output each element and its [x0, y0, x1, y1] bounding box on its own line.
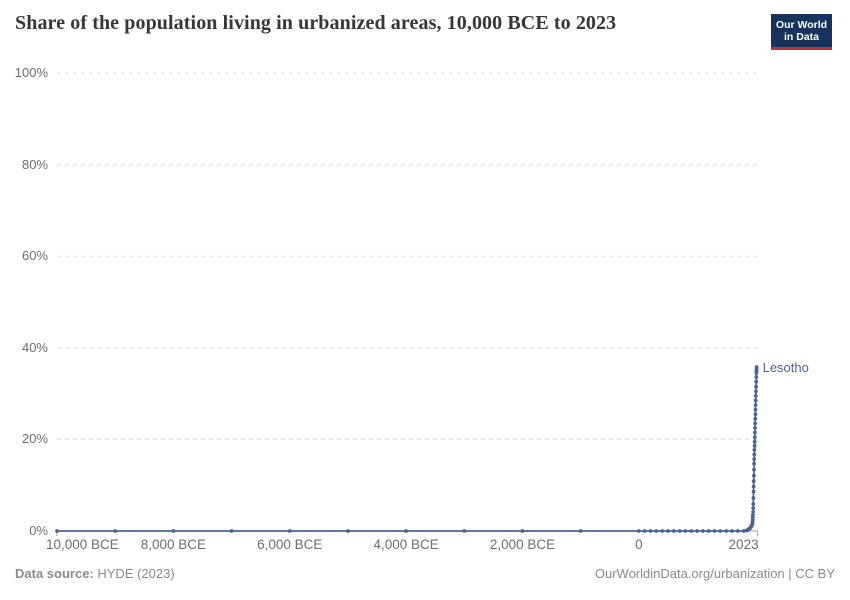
y-tick-label-60: 60% [21, 248, 48, 264]
data-point[interactable] [578, 529, 583, 533]
logo-text-line2: in Data [783, 30, 819, 43]
data-point[interactable] [741, 529, 746, 533]
data-point[interactable] [724, 529, 729, 533]
data-point[interactable] [752, 467, 756, 472]
data-point[interactable] [752, 435, 757, 439]
chart-footer: Data source: HYDE (2023) OurWorldinData.… [0, 566, 850, 588]
data-point[interactable] [689, 529, 694, 533]
x-tick-label-0: 0 [635, 537, 643, 552]
data-point[interactable] [752, 452, 757, 457]
data-point[interactable] [171, 529, 176, 533]
data-source-label: Data source: [15, 566, 94, 581]
chart-title: Share of the population living in urbani… [15, 12, 617, 34]
data-point[interactable] [754, 365, 759, 369]
data-point[interactable] [666, 529, 670, 533]
data-point[interactable] [751, 509, 755, 514]
lesotho-line[interactable] [56, 366, 758, 532]
x-tick-label-4000bce: 4,000 BCE [373, 537, 439, 552]
data-point[interactable] [55, 529, 59, 533]
data-point[interactable] [695, 529, 699, 533]
y-tick-label-20: 20% [21, 431, 48, 447]
data-source-value: HYDE (2023) [97, 566, 175, 581]
data-point[interactable] [671, 529, 676, 533]
data-point[interactable] [752, 443, 757, 448]
y-tick-label-0: 0% [29, 523, 48, 538]
data-point[interactable] [712, 529, 717, 533]
owid-logo[interactable]: Our World in Data [771, 14, 832, 50]
data-point[interactable] [229, 529, 234, 533]
data-point[interactable] [754, 375, 759, 379]
data-point[interactable] [753, 416, 758, 421]
data-point[interactable] [752, 448, 757, 452]
data-point[interactable] [752, 457, 757, 461]
data-point[interactable] [753, 403, 758, 407]
y-tick-label-40: 40% [21, 339, 48, 355]
data-point[interactable] [751, 496, 756, 500]
data-point[interactable] [753, 421, 757, 426]
y-tick-label-100: 100% [14, 65, 48, 80]
data-point[interactable] [730, 529, 734, 533]
data-point[interactable] [752, 473, 756, 478]
data-point[interactable] [751, 513, 755, 517]
x-tick-label-8000bce: 8,000 BCE [140, 537, 207, 552]
data-point[interactable] [706, 529, 711, 533]
data-point[interactable] [683, 529, 688, 533]
data-point[interactable] [752, 461, 756, 466]
data-point[interactable] [648, 529, 653, 533]
data-point[interactable] [753, 412, 758, 417]
data-point[interactable] [751, 489, 756, 494]
series-label-lesotho[interactable]: Lesotho [762, 360, 809, 376]
data-point[interactable] [751, 479, 756, 483]
data-point[interactable] [751, 506, 756, 510]
data-point[interactable] [752, 439, 757, 444]
x-tick-label-10000bce: 10,000 BCE [46, 537, 119, 552]
data-source: Data source: HYDE (2023) [15, 566, 175, 581]
data-point[interactable] [751, 502, 756, 506]
data-point[interactable] [753, 394, 758, 398]
data-point[interactable] [701, 529, 705, 533]
data-point[interactable] [660, 529, 665, 533]
data-point[interactable] [718, 529, 723, 533]
data-point[interactable] [735, 529, 740, 533]
footer-credit-link[interactable]: OurWorldinData.org/urbanization | CC BY [594, 566, 835, 581]
data-point[interactable] [642, 529, 647, 533]
data-point[interactable] [751, 484, 756, 489]
x-tick-label-6000bce: 6,000 BCE [257, 537, 323, 552]
data-point[interactable] [287, 529, 292, 533]
data-point[interactable] [753, 430, 757, 435]
data-point[interactable] [754, 389, 758, 394]
y-tick-label-80: 80% [21, 156, 48, 172]
data-point[interactable] [404, 529, 408, 533]
data-point[interactable] [462, 529, 467, 533]
x-tick-label-2023: 2023 [728, 537, 759, 552]
data-point[interactable] [754, 384, 758, 389]
data-point[interactable] [346, 529, 350, 533]
data-point[interactable] [753, 398, 758, 403]
data-point[interactable] [677, 529, 682, 533]
data-point[interactable] [753, 426, 757, 430]
data-point[interactable] [520, 529, 525, 533]
data-point[interactable] [754, 379, 759, 384]
data-point[interactable] [113, 529, 118, 533]
data-point[interactable] [753, 407, 758, 412]
data-point[interactable] [654, 529, 659, 533]
logo-text-line1: Our World [775, 18, 828, 31]
x-tick-label-2000bce: 2,000 BCE [489, 537, 556, 552]
data-point[interactable] [637, 529, 641, 533]
